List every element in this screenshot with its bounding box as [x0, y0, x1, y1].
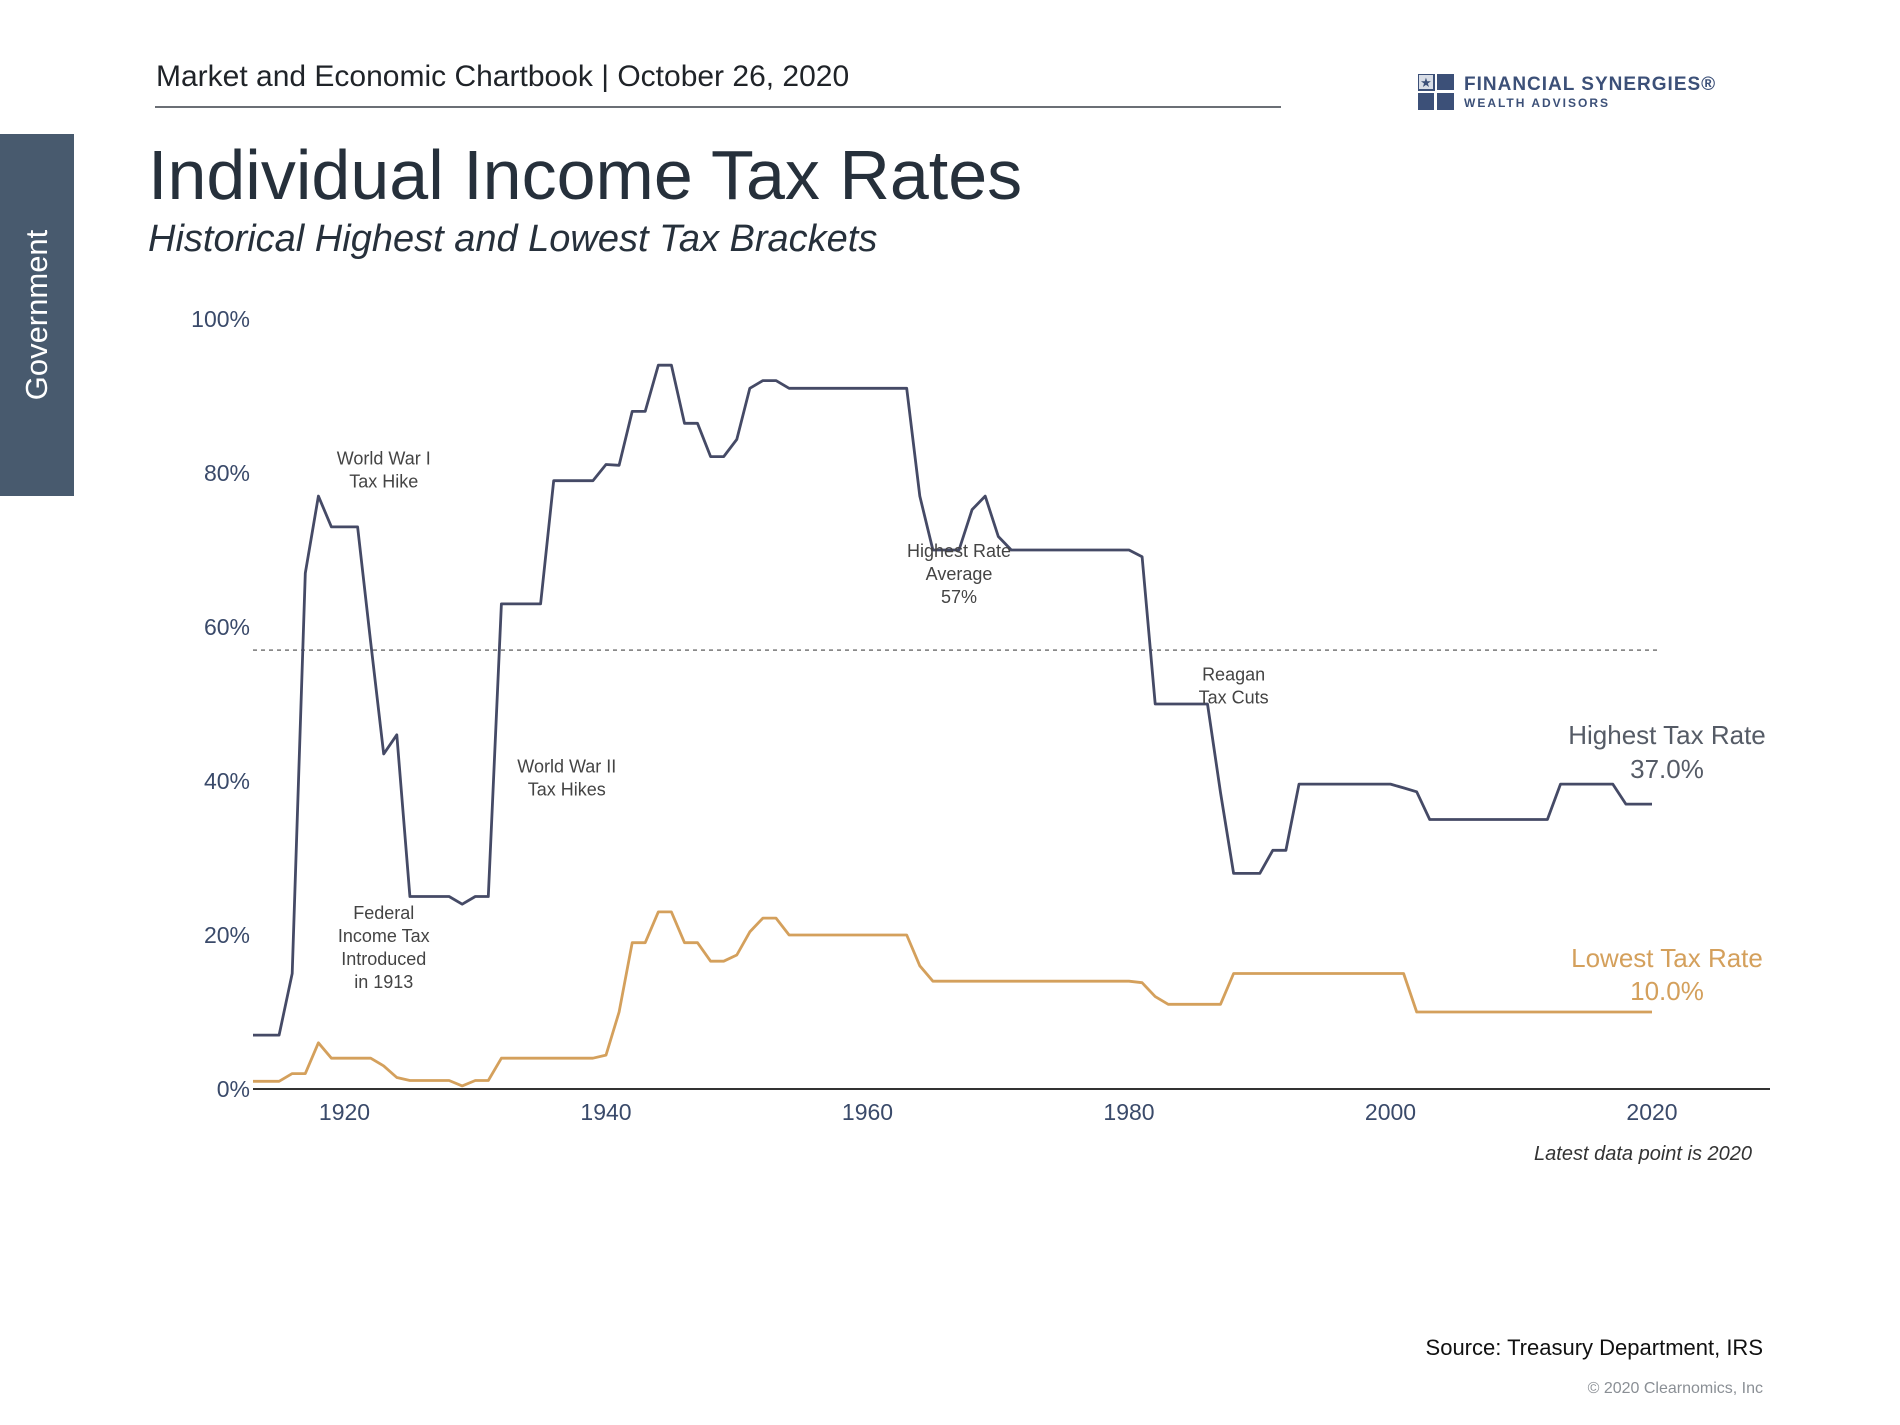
y-tick-label: 100%	[191, 306, 250, 332]
svg-text:★: ★	[1420, 76, 1432, 91]
logo: ★ FINANCIAL SYNERGIES® WEALTH ADVISORS	[1418, 72, 1738, 114]
source-note: Source: Treasury Department, IRS	[1425, 1335, 1763, 1360]
chart-footnote: Latest data point is 2020	[1534, 1143, 1752, 1165]
chart-annotation: Highest Rate	[907, 541, 1011, 561]
y-tick-label: 80%	[204, 460, 250, 486]
x-tick-label: 1960	[842, 1099, 893, 1125]
copyright-note: © 2020 Clearnomics, Inc	[1587, 1380, 1763, 1397]
highest-rate-value: 37.0%	[1630, 754, 1704, 784]
lowest-rate-label: Lowest Tax Rate	[1571, 943, 1763, 973]
y-tick-label: 20%	[204, 922, 250, 948]
logo-mark-icon: ★	[1418, 74, 1454, 110]
y-axis: 0% 20% 40% 60% 80% 100%	[191, 306, 250, 1102]
y-tick-label: 0%	[217, 1076, 250, 1102]
series-layer	[253, 363, 1660, 1088]
chart-annotation: Federal	[353, 903, 414, 923]
chart-annotation: Income Tax	[338, 926, 430, 946]
chart-annotation: Tax Cuts	[1199, 687, 1269, 707]
x-tick-label: 1980	[1103, 1099, 1154, 1125]
logo-subname: WEALTH ADVISORS	[1464, 96, 1610, 110]
x-tick-label: 1940	[580, 1099, 631, 1125]
chart-annotation: Reagan	[1202, 664, 1265, 684]
x-tick-label: 1920	[319, 1099, 370, 1125]
page-subtitle: Historical Highest and Lowest Tax Bracke…	[148, 218, 878, 260]
chart-annotation: Tax Hike	[349, 472, 418, 492]
lowest-rate-line	[253, 910, 1652, 1088]
lowest-rate-value: 10.0%	[1630, 976, 1704, 1006]
annotation-layer: Highest Tax Rate 37.0% Lowest Tax Rate10.0…	[337, 449, 1766, 1165]
logo-name: FINANCIAL SYNERGIES®	[1464, 74, 1717, 95]
x-axis: 1920 1940 1960 1980 2000 2020	[253, 1088, 1770, 1125]
y-tick-label: 60%	[204, 614, 250, 640]
chart-annotation: Introduced	[341, 949, 426, 969]
highest-rate-label: Highest Tax Rate	[1568, 720, 1766, 750]
chart-annotation: Average	[926, 564, 993, 584]
chart-annotation: in 1913	[354, 972, 413, 992]
chart-annotation: World War II	[517, 757, 616, 777]
header-rule	[155, 106, 1281, 108]
x-tick-label: 2020	[1626, 1099, 1677, 1125]
section-tab: Government	[0, 134, 74, 496]
page-title: Individual Income Tax Rates	[148, 136, 1023, 214]
chart-annotation: World War I	[337, 449, 431, 469]
chart-annotation: 57%	[941, 587, 977, 607]
y-tick-label: 40%	[204, 768, 250, 794]
chart-annotation: Tax Hikes	[528, 780, 606, 800]
x-tick-label: 2000	[1365, 1099, 1416, 1125]
highest-rate-line	[253, 363, 1652, 1037]
chartbook-header: Market and Economic Chartbook | October …	[156, 60, 850, 93]
